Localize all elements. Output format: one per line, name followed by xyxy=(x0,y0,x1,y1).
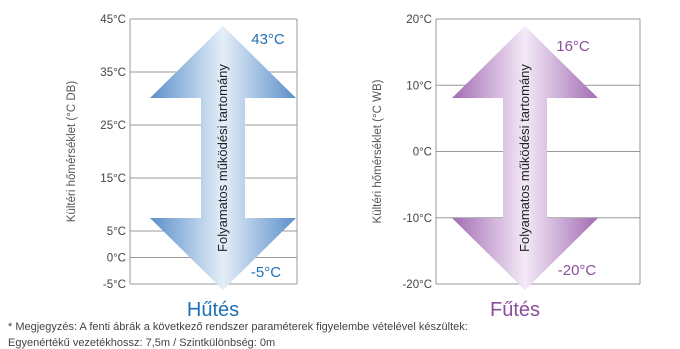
cooling-title: Hűtés xyxy=(187,299,239,321)
cooling-tick-label: 45°C xyxy=(100,14,126,26)
heating-tick-label: -10°C xyxy=(402,213,432,225)
cooling-max-label: 43°C xyxy=(251,31,285,48)
cooling-tick-label: 25°C xyxy=(100,120,126,132)
heating-tick-label: 10°C xyxy=(406,80,432,92)
heating-tick-label: 0°C xyxy=(413,147,432,159)
note-line-1: * Megjegyzés: A fenti ábrák a következő … xyxy=(8,321,468,333)
heating-title: Fűtés xyxy=(490,299,540,321)
cooling-y-axis-label: Kültéri hőmérséklet (°C DB) xyxy=(66,81,78,223)
heating-tick-label: 20°C xyxy=(406,14,432,26)
cooling-tick-label: 35°C xyxy=(100,67,126,79)
heating-range-label: Folyamatos működési tartomány xyxy=(517,64,532,252)
cooling-min-label: -5°C xyxy=(251,264,281,281)
cooling-tick-label: 5°C xyxy=(107,226,126,238)
heating-panel: 20°C 10°C 0°C -10°C -20°C Kültéri hőmérséklet… xyxy=(372,14,641,321)
heating-range-arrow xyxy=(452,26,598,290)
cooling-range-label: Folyamatos működési tartomány xyxy=(215,64,230,252)
note-line-2: Egyenértékű vezetékhossz: 7,5m / Szintkü… xyxy=(8,337,276,349)
cooling-tick-label: 15°C xyxy=(100,173,126,185)
heating-max-label: 16°C xyxy=(556,38,590,55)
cooling-range-arrow xyxy=(150,26,296,290)
heating-tick-label: -20°C xyxy=(402,279,432,291)
heating-y-axis-label: Kültéri hőmérséklet (°C WB) xyxy=(372,79,384,223)
cooling-tick-label: 0°C xyxy=(107,253,126,265)
heating-min-label: -20°C xyxy=(558,262,597,279)
cooling-tick-label: -5°C xyxy=(103,279,126,291)
cooling-panel: 45°C 35°C 25°C 15°C 5°C 0°C -5°C Kültéri hőmérs… xyxy=(66,14,298,321)
